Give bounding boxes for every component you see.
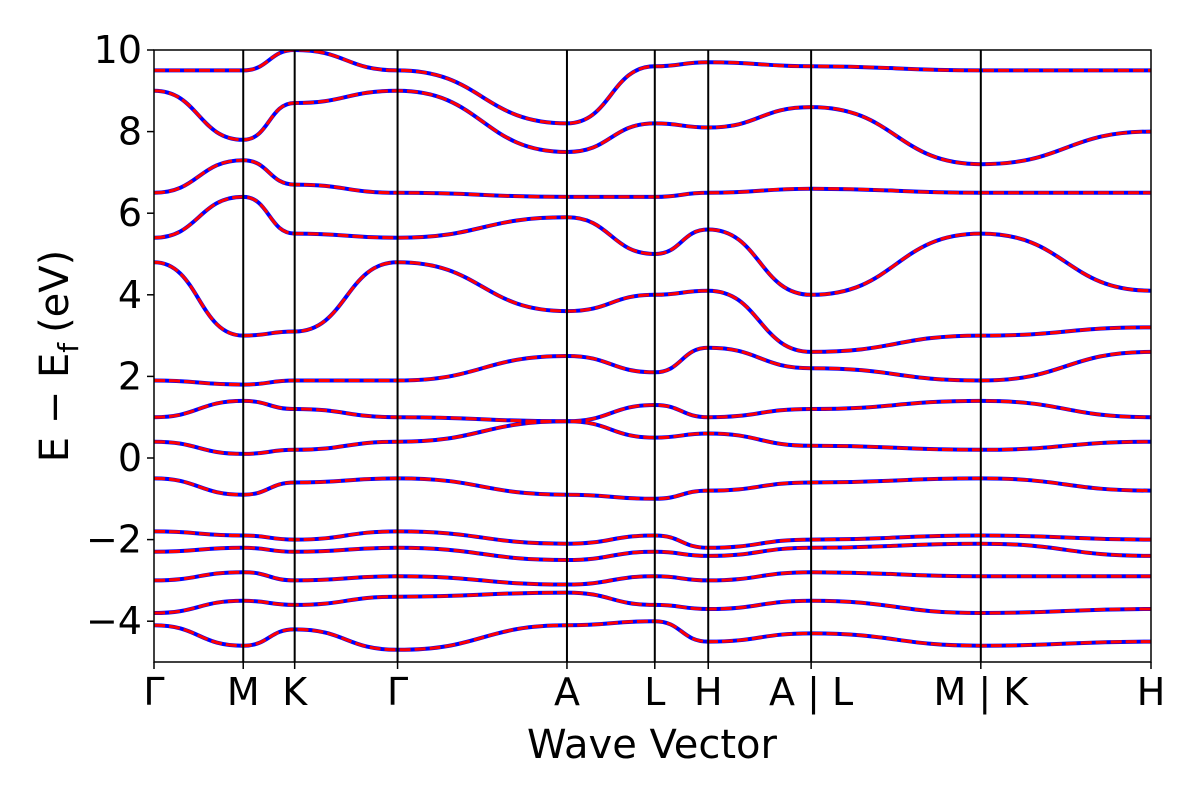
y-tick-label: 0 [118, 436, 142, 480]
x-tick-label: H [1137, 670, 1166, 714]
high-symmetry-lines [242, 50, 982, 662]
blue-band-line-13 [154, 50, 1151, 126]
red-band-line-6 [154, 419, 1151, 456]
y-tick-label: −4 [86, 599, 142, 643]
x-tick-label: M [227, 670, 260, 714]
red-band-line-9 [154, 260, 1151, 354]
red-band-line-7 [154, 399, 1151, 423]
red-band-line-13 [154, 50, 1151, 125]
plot-frame [153, 49, 1152, 663]
x-tick-label: M | K [933, 670, 1029, 715]
blue-band-line-9 [154, 260, 1151, 354]
x-tick-label: A [554, 670, 580, 714]
red-band-line-10 [154, 195, 1151, 297]
y-tick-label: 8 [118, 110, 142, 154]
y-tick-label: 6 [118, 191, 142, 235]
x-axis-title: Wave Vector [527, 722, 778, 768]
red-band-line-12 [154, 89, 1151, 166]
red-band-line-8 [154, 346, 1151, 387]
y-tick-label: 4 [118, 273, 142, 317]
x-tick-label: Γ [143, 670, 164, 714]
red-band-line-4 [154, 529, 1151, 550]
y-axis-title: E − Ef (eV) [32, 250, 85, 463]
y-tick-label: 2 [118, 354, 142, 398]
x-tick-label: L [644, 670, 665, 714]
y-axis-title-unit: (eV) [32, 250, 78, 333]
y-axis-title-main: E − E [32, 353, 78, 463]
blue-band-line-2 [154, 570, 1151, 587]
red-band-line-11 [154, 158, 1151, 199]
x-tick-label: H [694, 670, 723, 714]
x-tick-label: Γ [387, 670, 408, 714]
x-tick-label: K [282, 670, 308, 714]
red-band-line-2 [154, 570, 1151, 587]
red-band-line-0 [154, 619, 1151, 652]
y-tick-label: 10 [94, 28, 142, 72]
red-band-line-5 [154, 476, 1151, 501]
y-axis-title-subscript: f [52, 342, 85, 353]
blue-band-line-10 [154, 194, 1151, 297]
red-band-line-3 [154, 542, 1151, 562]
y-tick-label: −2 [86, 518, 142, 562]
band-lines [154, 50, 1151, 652]
x-tick-label: A | L [769, 670, 853, 715]
blue-band-line-1 [154, 590, 1151, 616]
red-band-line-1 [154, 591, 1151, 615]
y-axis-ticks: −4 −2 0 2 4 6 8 10 [86, 28, 154, 643]
